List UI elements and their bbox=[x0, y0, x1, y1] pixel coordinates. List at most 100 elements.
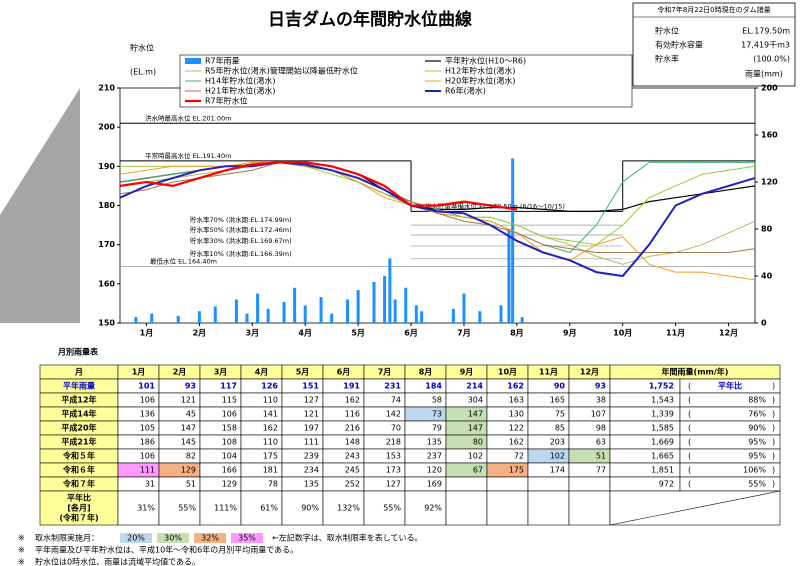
reference-label: 平常時最高水位 EL.191.40m bbox=[145, 151, 231, 160]
table-value: 74 bbox=[391, 396, 401, 405]
table-cell bbox=[117, 490, 160, 526]
note-mark: ※ bbox=[18, 546, 25, 555]
annual-ratio: 95% bbox=[748, 452, 766, 461]
row-label: 令和７年 bbox=[62, 479, 95, 489]
rain-bar bbox=[213, 306, 217, 323]
ratio-value: 61% bbox=[260, 504, 278, 513]
status-title: 令和7年8月22日0時現在のダム諸量 bbox=[657, 5, 770, 14]
legend-box bbox=[179, 54, 633, 108]
table-value: 166 bbox=[222, 466, 237, 475]
row-label: (令和７年) bbox=[59, 513, 98, 523]
table-value: 127 bbox=[386, 480, 401, 489]
note-mark: ※ bbox=[18, 558, 25, 566]
table-value: 191 bbox=[343, 382, 360, 391]
table-value: 102 bbox=[468, 452, 483, 461]
legend-label: R5年貯水位(渇水)管理開始以降最低貯水位 bbox=[205, 66, 358, 76]
table-value: 239 bbox=[304, 452, 319, 461]
limit-label: 20% bbox=[127, 534, 145, 543]
table-value: 93 bbox=[185, 382, 196, 391]
row-label: 平成12年 bbox=[61, 395, 96, 405]
table-value: 72 bbox=[514, 452, 524, 461]
table-cell bbox=[527, 490, 570, 526]
rain-bar bbox=[393, 299, 397, 323]
dam-shape bbox=[0, 88, 80, 323]
rain-bar bbox=[507, 229, 511, 323]
table-header: 3月 bbox=[214, 368, 228, 377]
table-value: 51 bbox=[596, 452, 606, 461]
paren: ) bbox=[772, 466, 775, 475]
row-label: 平年比 bbox=[67, 493, 91, 503]
table-value: 115 bbox=[222, 396, 237, 405]
note-text: 貯水位は0時水位、雨量は流域平均値である。 bbox=[35, 557, 200, 566]
table-header: 12月 bbox=[580, 368, 599, 377]
paren: ) bbox=[772, 382, 775, 391]
table-value: 79 bbox=[432, 424, 442, 433]
table-value: 117 bbox=[220, 382, 237, 391]
x-tick-label: 5月 bbox=[351, 329, 365, 338]
table-value: 142 bbox=[386, 410, 401, 419]
table-value: 106 bbox=[140, 452, 155, 461]
y-tick-label: 180 bbox=[98, 201, 115, 210]
table-value: 105 bbox=[140, 424, 155, 433]
ratio-value: 31% bbox=[137, 504, 155, 513]
rain-bar bbox=[499, 305, 503, 323]
x-tick-label: 1月 bbox=[140, 329, 154, 338]
rain-bar bbox=[330, 313, 334, 323]
x-tick-label: 10月 bbox=[613, 329, 632, 338]
table-value: 80 bbox=[473, 438, 483, 447]
table-value: 234 bbox=[304, 466, 319, 475]
y2-tick-label: 200 bbox=[761, 84, 778, 93]
table-value: 174 bbox=[550, 466, 565, 475]
legend-label: 平年貯水位(H10～R6) bbox=[445, 56, 526, 66]
x-tick-label: 3月 bbox=[246, 329, 260, 338]
x-tick-label: 12月 bbox=[719, 329, 738, 338]
table-value: 77 bbox=[596, 466, 606, 475]
annual-value: 1,339 bbox=[651, 410, 674, 419]
note-text: 平年雨量及び平年貯水位は、平成10年～令和6年の月別平均雨量である。 bbox=[35, 545, 298, 555]
table-value: 175 bbox=[263, 452, 278, 461]
rain-bar bbox=[346, 299, 350, 323]
table-value: 110 bbox=[263, 438, 278, 447]
table-value: 82 bbox=[186, 452, 196, 461]
table-value: 45 bbox=[186, 410, 196, 419]
paren: ( bbox=[688, 382, 691, 391]
table-value: 73 bbox=[432, 410, 442, 419]
annual-value: 1,543 bbox=[651, 396, 674, 405]
table-value: 106 bbox=[140, 396, 155, 405]
rain-bar bbox=[234, 299, 238, 323]
annual-ratio: 88% bbox=[748, 396, 766, 405]
table-value: 203 bbox=[550, 438, 565, 447]
table-value: 141 bbox=[263, 410, 278, 419]
chart-title: 日吉ダムの年間貯水位曲線 bbox=[268, 9, 472, 30]
status-label: 貯水位 bbox=[655, 26, 679, 36]
annual-ratio: 95% bbox=[748, 438, 766, 447]
table-value: 147 bbox=[468, 410, 483, 419]
annual-ratio: 平年比 bbox=[718, 381, 742, 391]
rain-bar bbox=[176, 315, 180, 323]
table-header: 8月 bbox=[419, 368, 433, 377]
table-value: 110 bbox=[263, 396, 278, 405]
table-header: 4月 bbox=[255, 368, 269, 377]
table-cell bbox=[568, 476, 611, 492]
x-tick-label: 6月 bbox=[404, 329, 418, 338]
table-value: 85 bbox=[555, 424, 565, 433]
rain-bar bbox=[256, 293, 260, 323]
table-header: 7月 bbox=[378, 368, 392, 377]
legend-label: H20年貯水位(渇水) bbox=[445, 76, 515, 86]
table-value: 31 bbox=[145, 480, 155, 489]
x-tick-label: 2月 bbox=[193, 329, 207, 338]
table-value: 162 bbox=[507, 382, 524, 391]
table-value: 98 bbox=[596, 424, 606, 433]
rain-bar bbox=[303, 305, 307, 323]
table-value: 173 bbox=[386, 466, 401, 475]
table-value: 231 bbox=[384, 382, 401, 391]
x-tick-label: 11月 bbox=[666, 329, 685, 338]
annual-value: 1,752 bbox=[649, 382, 674, 391]
table-value: 108 bbox=[222, 438, 237, 447]
annual-value: 1,585 bbox=[651, 424, 674, 433]
y2-axis-label: 雨量(mm) bbox=[745, 70, 783, 79]
ratio-value: 111% bbox=[214, 504, 237, 513]
table-value: 67 bbox=[473, 466, 483, 475]
